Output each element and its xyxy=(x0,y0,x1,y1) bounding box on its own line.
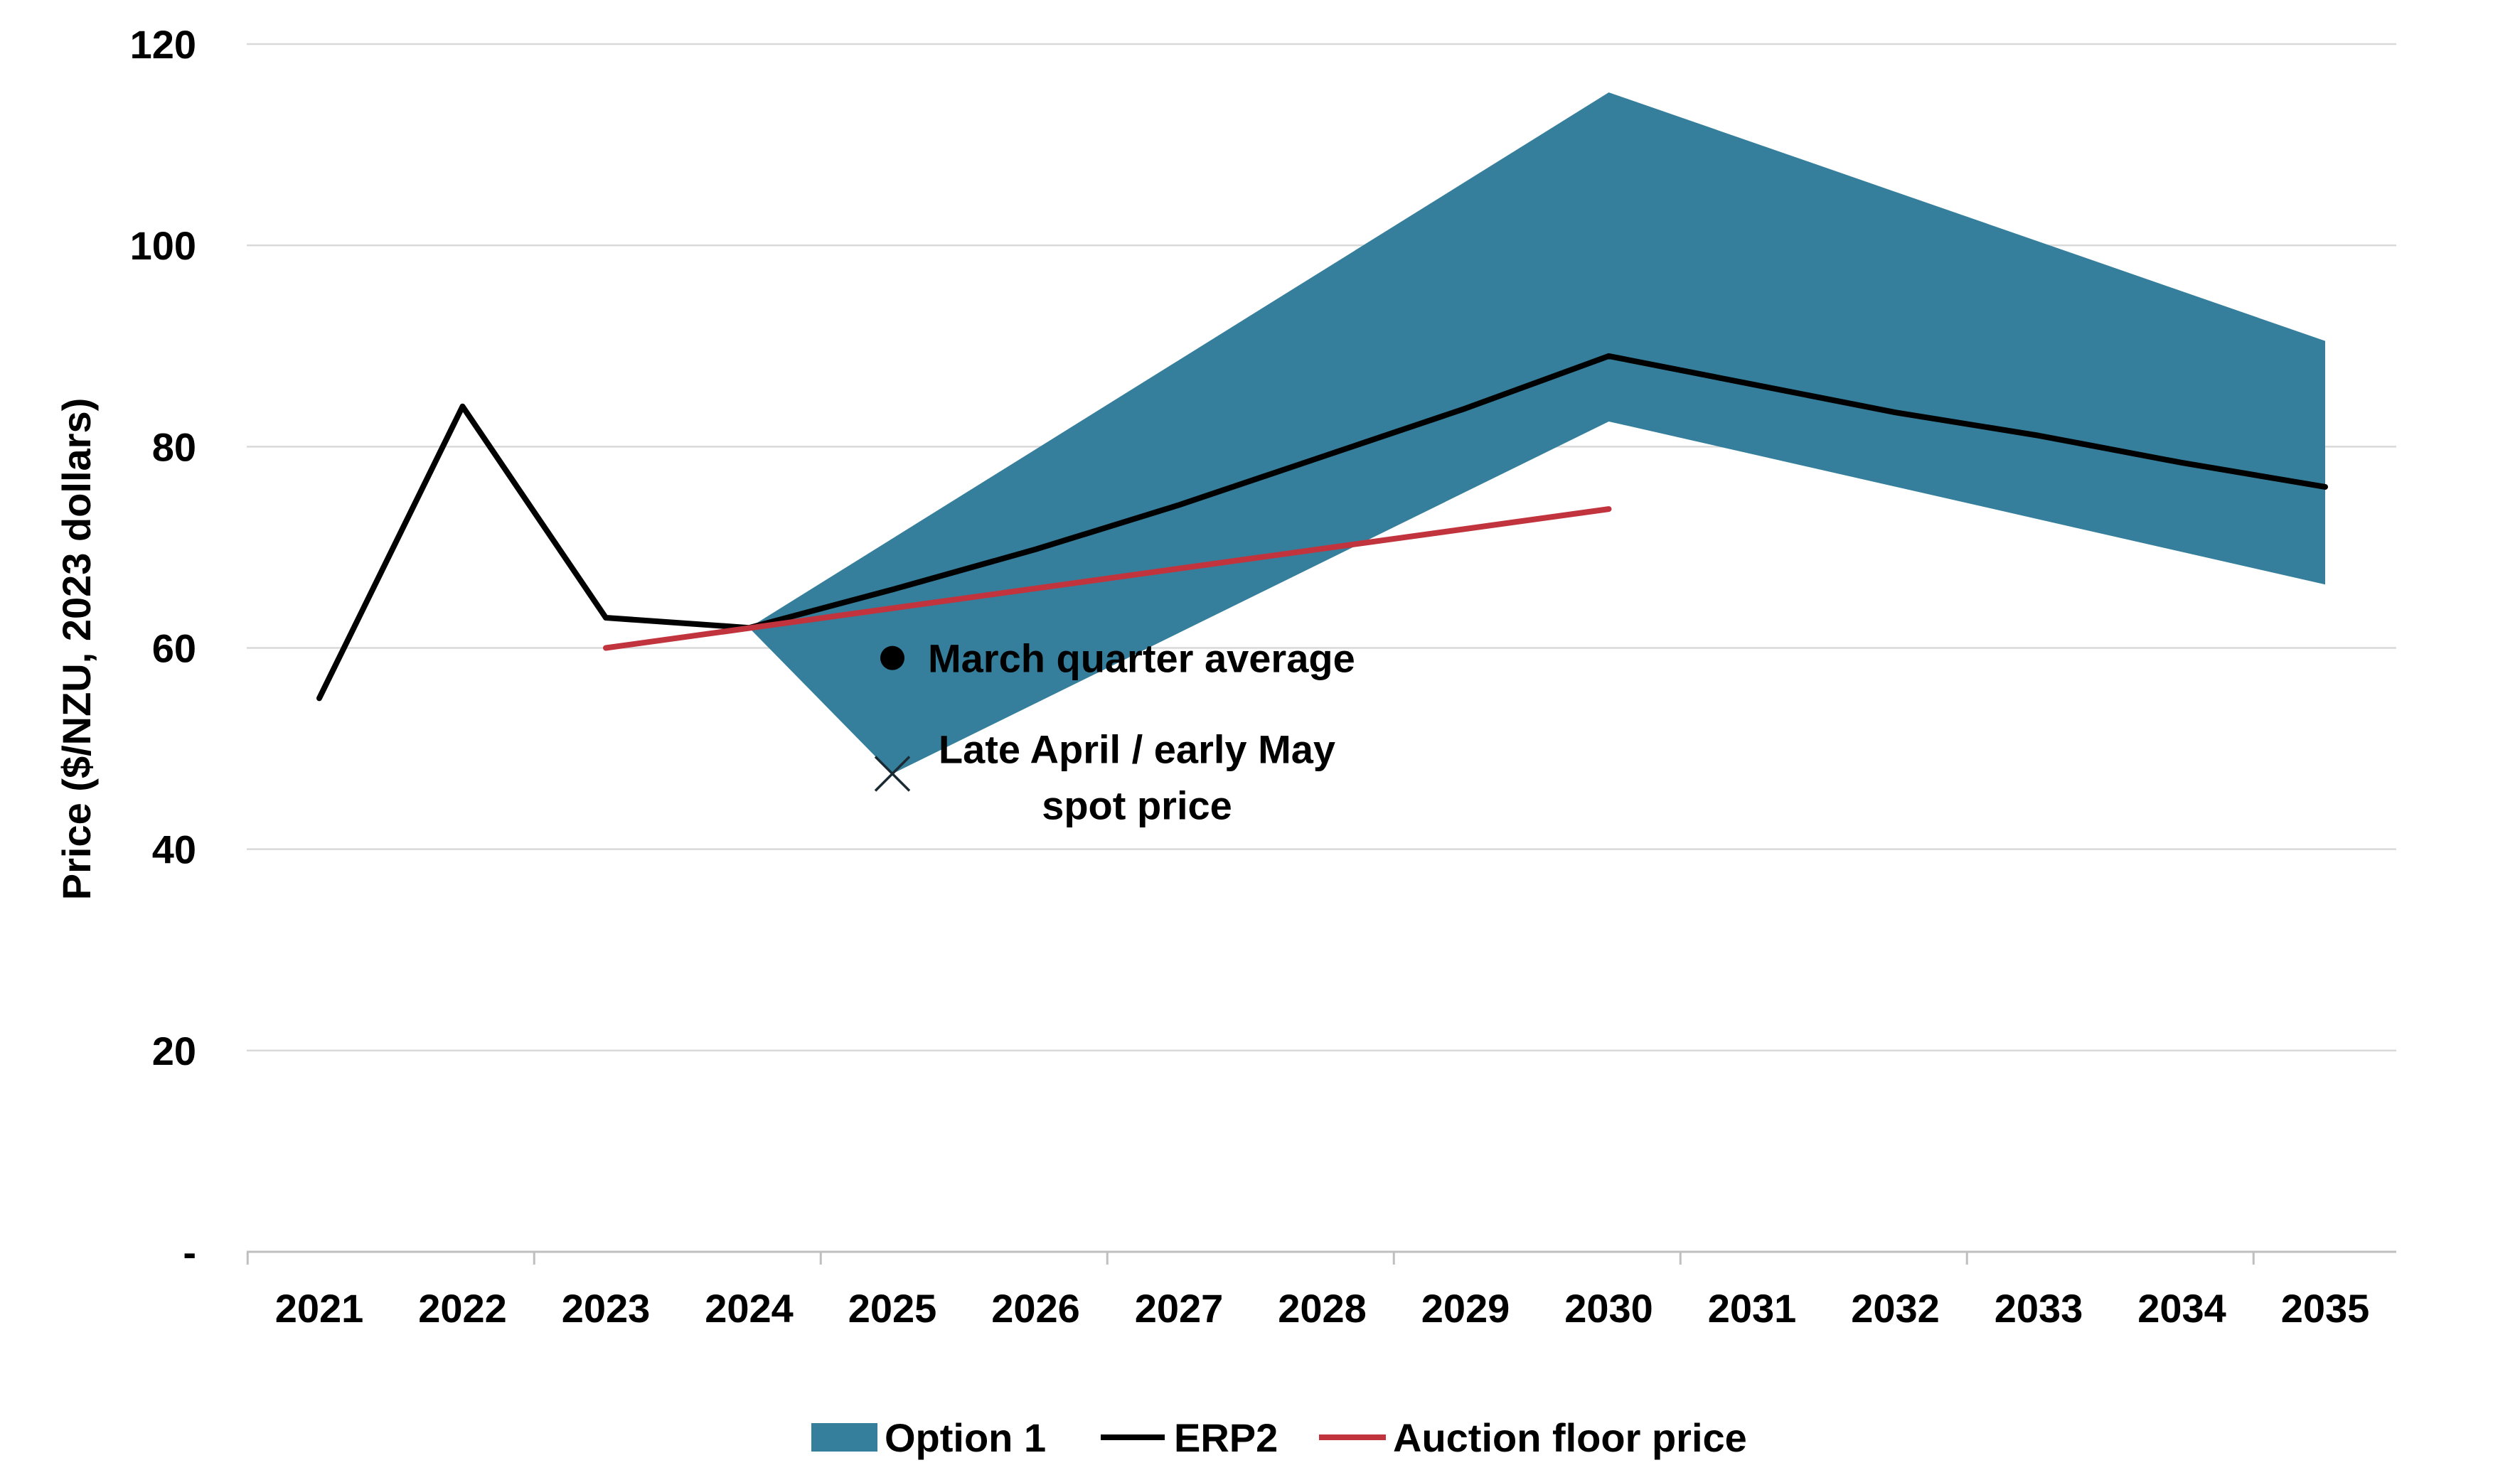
x-tick-label-2025: 2025 xyxy=(848,1286,937,1331)
march-quarter-average-label: March quarter average xyxy=(928,636,1355,681)
x-tick-label-2031: 2031 xyxy=(1708,1286,1797,1331)
option-1-band-layer xyxy=(749,92,2325,774)
spot-price-marker xyxy=(874,756,911,792)
x-axis-ticks: 2021 2022 2023 2024 2025 2026 2027 2028 2029 2030… xyxy=(275,1286,2370,1331)
series-lines xyxy=(316,353,2328,702)
x-tick-label-2035: 2035 xyxy=(2281,1286,2370,1331)
option-1-band xyxy=(749,92,2325,774)
y-axis-ticks: - 20 40 60 80 100 120 xyxy=(130,22,196,1275)
x-tick-label-2032: 2032 xyxy=(1851,1286,1940,1331)
x-tick-label-2023: 2023 xyxy=(562,1286,651,1331)
y-tick-label-120: 120 xyxy=(130,22,196,67)
series-auction-floor-price-line xyxy=(603,506,1612,651)
legend-label-option-1: Option 1 xyxy=(885,1415,1046,1460)
march-quarter-average-marker xyxy=(880,645,904,670)
x-tick-label-2029: 2029 xyxy=(1421,1286,1510,1331)
spot-price-label-line-2: spot price xyxy=(1042,783,1232,827)
y-tick-label-60: 60 xyxy=(152,626,196,671)
y-tick-label-100: 100 xyxy=(130,223,196,268)
x-tick-label-2024: 2024 xyxy=(705,1286,794,1331)
series-erp2-line xyxy=(316,353,2328,702)
x-tick-label-2034: 2034 xyxy=(2137,1286,2226,1331)
y-tick-label-0: - xyxy=(183,1230,196,1275)
x-axis xyxy=(246,1250,2396,1265)
y-tick-label-40: 40 xyxy=(152,827,196,872)
spot-price-label-line-1: Late April / early May xyxy=(939,726,1335,771)
y-tick-label-20: 20 xyxy=(152,1029,196,1073)
legend-label-erp2: ERP2 xyxy=(1174,1415,1278,1460)
legend-label-auction-floor-price: Auction floor price xyxy=(1393,1415,1747,1460)
x-tick-label-2026: 2026 xyxy=(991,1286,1080,1331)
x-tick-label-2033: 2033 xyxy=(1995,1286,2083,1331)
legend-swatch-option-1 xyxy=(811,1423,877,1452)
y-axis-title: Price ($/NZU, 2023 dollars) xyxy=(54,398,99,901)
x-tick-label-2030: 2030 xyxy=(1564,1286,1653,1331)
legend: Option 1 ERP2 Auction floor price xyxy=(811,1415,1747,1460)
annotations: March quarter average Late April / early … xyxy=(874,636,1355,827)
x-tick-label-2027: 2027 xyxy=(1135,1286,1224,1331)
y-tick-label-80: 80 xyxy=(152,424,196,469)
x-tick-label-2021: 2021 xyxy=(275,1286,364,1331)
x-tick-label-2028: 2028 xyxy=(1278,1286,1367,1331)
x-tick-label-2022: 2022 xyxy=(418,1286,507,1331)
